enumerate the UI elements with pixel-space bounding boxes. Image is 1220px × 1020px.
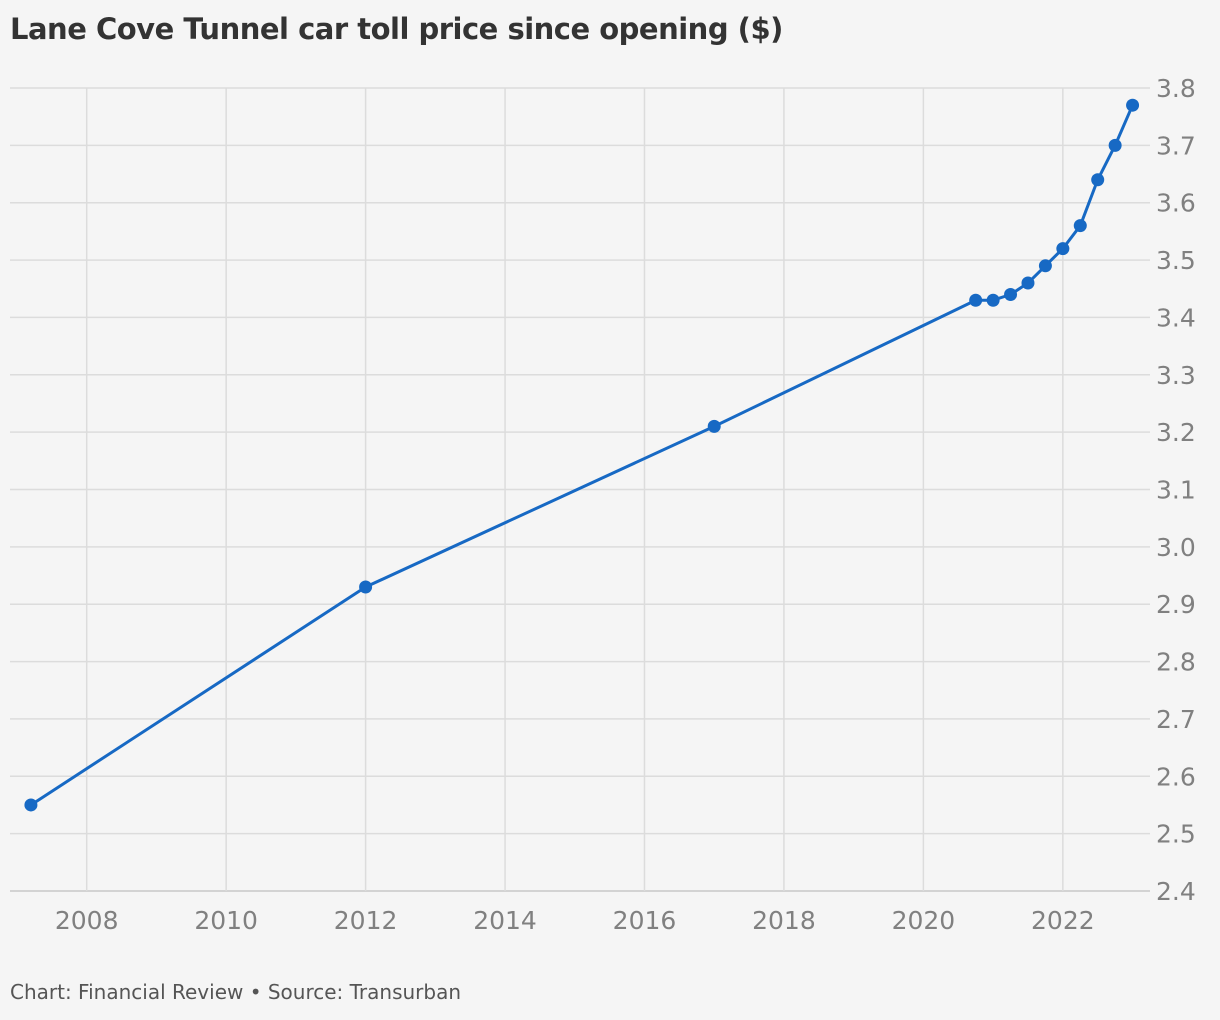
y-tick-label: 3.3	[1156, 361, 1196, 390]
x-tick-label: 2014	[473, 906, 537, 935]
data-point[interactable]	[359, 580, 373, 594]
y-tick-label: 2.7	[1156, 705, 1196, 734]
data-point[interactable]	[1073, 219, 1087, 233]
series-layer	[24, 98, 1140, 812]
x-tick-label: 2012	[334, 906, 398, 935]
data-point[interactable]	[24, 798, 38, 812]
x-tick-label: 2022	[1031, 906, 1095, 935]
x-tick-label: 2020	[892, 906, 956, 935]
data-point[interactable]	[969, 293, 983, 307]
data-point[interactable]	[1004, 287, 1018, 301]
data-point[interactable]	[986, 293, 1000, 307]
y-tick-label: 2.6	[1156, 762, 1196, 791]
data-point[interactable]	[707, 419, 721, 433]
y-tick-label: 3.5	[1156, 246, 1196, 275]
data-point[interactable]	[1056, 242, 1070, 256]
series-line	[30, 104, 1134, 807]
y-tick-label: 3.2	[1156, 418, 1196, 447]
y-tick-label: 3.6	[1156, 189, 1196, 218]
y-tick-label: 2.8	[1156, 648, 1196, 677]
data-point[interactable]	[1021, 276, 1035, 290]
y-tick-label: 2.4	[1156, 877, 1196, 906]
tick-layer: 2.4 2.5 2.6 2.7 2.8 2.9 3.0 3.1 3.2 3.3 3.4 3.5 3.6 3…	[55, 74, 1196, 935]
y-tick-label: 3.4	[1156, 303, 1196, 332]
y-tick-label: 2.9	[1156, 590, 1196, 619]
data-point[interactable]	[1108, 138, 1122, 152]
y-tick-label: 2.5	[1156, 820, 1196, 849]
y-tick-label: 3.7	[1156, 131, 1196, 160]
y-tick-label: 3.0	[1156, 533, 1196, 562]
data-point[interactable]	[1091, 173, 1105, 187]
x-tick-label: 2018	[752, 906, 816, 935]
data-point[interactable]	[1126, 98, 1140, 112]
data-point[interactable]	[1038, 259, 1052, 273]
x-tick-label: 2010	[194, 906, 258, 935]
grid-layer	[10, 87, 1150, 892]
y-tick-label: 3.1	[1156, 476, 1196, 505]
y-tick-label: 3.8	[1156, 74, 1196, 103]
x-tick-label: 2016	[613, 906, 677, 935]
chart-title: Lane Cove Tunnel car toll price since op…	[10, 12, 783, 46]
chart-source-credit: Chart: Financial Review • Source: Transu…	[10, 980, 462, 1004]
x-tick-label: 2008	[55, 906, 119, 935]
